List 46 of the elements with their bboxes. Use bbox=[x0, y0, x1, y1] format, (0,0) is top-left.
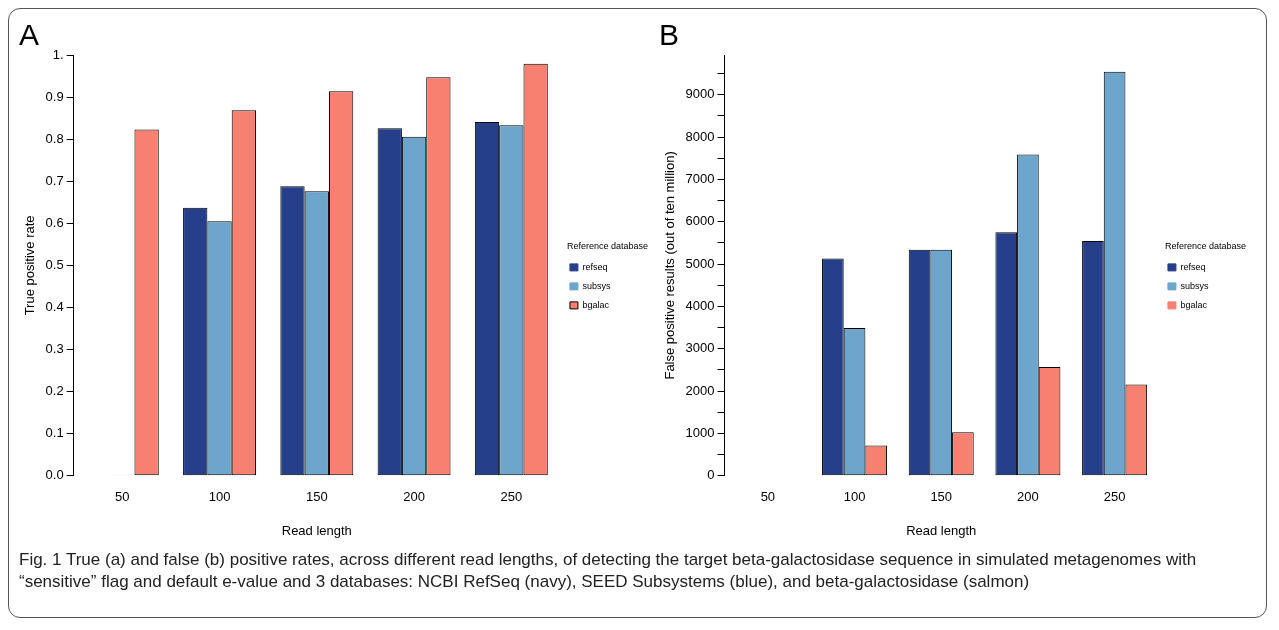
chart-title: A bbox=[19, 18, 40, 52]
x-axis-title: Read length bbox=[906, 522, 977, 538]
y-tick-label: 0.3 bbox=[45, 341, 64, 357]
y-tick-label: 0.0 bbox=[45, 467, 64, 483]
y-tick-label: 5000 bbox=[685, 255, 715, 271]
x-tick-label: 200 bbox=[403, 489, 425, 505]
x-tick-label: 150 bbox=[930, 489, 953, 505]
y-tick-label: 8000 bbox=[685, 128, 715, 144]
y-tick-label: 0.2 bbox=[45, 383, 64, 399]
x-tick-label: 200 bbox=[1017, 489, 1039, 505]
chart-title: B bbox=[659, 18, 680, 52]
y-tick-label: 3000 bbox=[685, 340, 715, 356]
y-tick-label: 0.5 bbox=[45, 256, 64, 272]
legend-label: bgalac bbox=[582, 299, 610, 310]
x-tick-label: 50 bbox=[760, 489, 776, 505]
y-axis-title: True positive rate bbox=[22, 215, 38, 316]
y-tick-label: 0.9 bbox=[45, 88, 64, 104]
y-tick-label: 1000 bbox=[685, 425, 715, 441]
y-tick-label: 0 bbox=[707, 467, 715, 483]
y-tick-label: 1. bbox=[52, 46, 64, 62]
caption: Fig. 1 True (a) and false (b) positive rates, across different read lengths, of detecting the target beta-galactosidase sequence in simulated metagenomes with “sensitive” flag and default e-value and 3 databases: NCBI RefSeq (navy), SEED Subsystems (blue), and beta-galactosidase (salmon) bbox=[19, 549, 1198, 593]
y-tick-label: 6000 bbox=[685, 213, 715, 229]
y-tick-label: 7000 bbox=[685, 171, 715, 187]
y-tick-label: 2000 bbox=[685, 382, 715, 398]
y-tick-label: 0.7 bbox=[45, 172, 64, 188]
legend-label: subsys bbox=[582, 280, 611, 291]
y-tick-label: 0.1 bbox=[45, 425, 64, 441]
legend-label: refseq bbox=[582, 261, 608, 272]
x-tick-label: 100 bbox=[843, 489, 866, 505]
legend-title: Reference database bbox=[566, 241, 648, 252]
legend-title: Reference database bbox=[1164, 241, 1246, 252]
legend-label: subsys bbox=[1180, 280, 1209, 291]
y-tick-label: 0.6 bbox=[45, 214, 64, 230]
y-axis-title: False positive results (out of ten million) bbox=[662, 151, 678, 380]
legend-label: refseq bbox=[1180, 261, 1206, 272]
y-tick-label: 9000 bbox=[685, 86, 715, 102]
x-tick-label: 250 bbox=[1103, 489, 1126, 505]
x-tick-label: 250 bbox=[500, 489, 523, 505]
legend-label: bgalac bbox=[1180, 299, 1208, 310]
y-tick-label: 0.4 bbox=[45, 299, 64, 315]
y-tick-label: 0.8 bbox=[45, 130, 64, 146]
x-tick-label: 150 bbox=[305, 489, 328, 505]
x-tick-label: 50 bbox=[115, 489, 130, 505]
x-tick-label: 100 bbox=[208, 489, 231, 505]
x-axis-title: Read length bbox=[281, 522, 352, 538]
y-tick-label: 4000 bbox=[685, 298, 715, 314]
